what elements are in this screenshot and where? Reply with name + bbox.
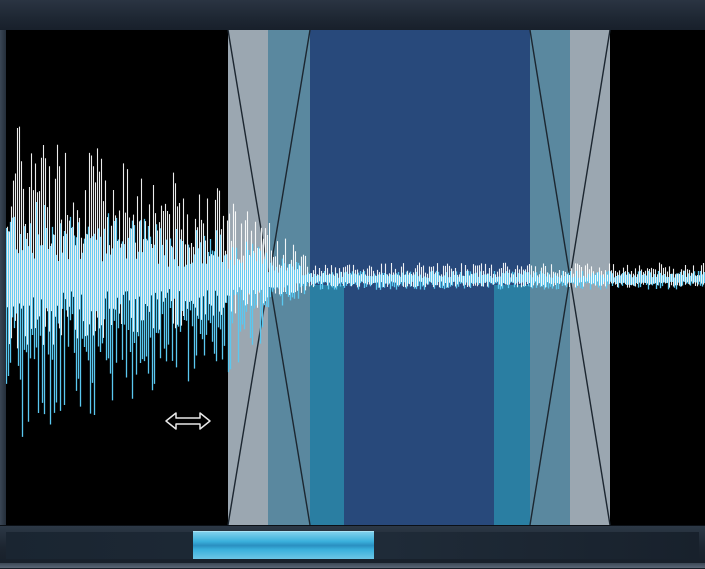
scrollbar-thumb[interactable] [193,531,374,559]
waveform-canvas[interactable] [6,30,705,525]
selection-lower-accent-left [310,285,344,525]
selection-lower-accent-right [494,285,530,525]
waveform-display[interactable] [6,30,705,525]
bottom-frame-edge [0,563,705,568]
toolbar-strip [0,0,705,31]
horizontal-resize-cursor-icon [164,409,212,433]
